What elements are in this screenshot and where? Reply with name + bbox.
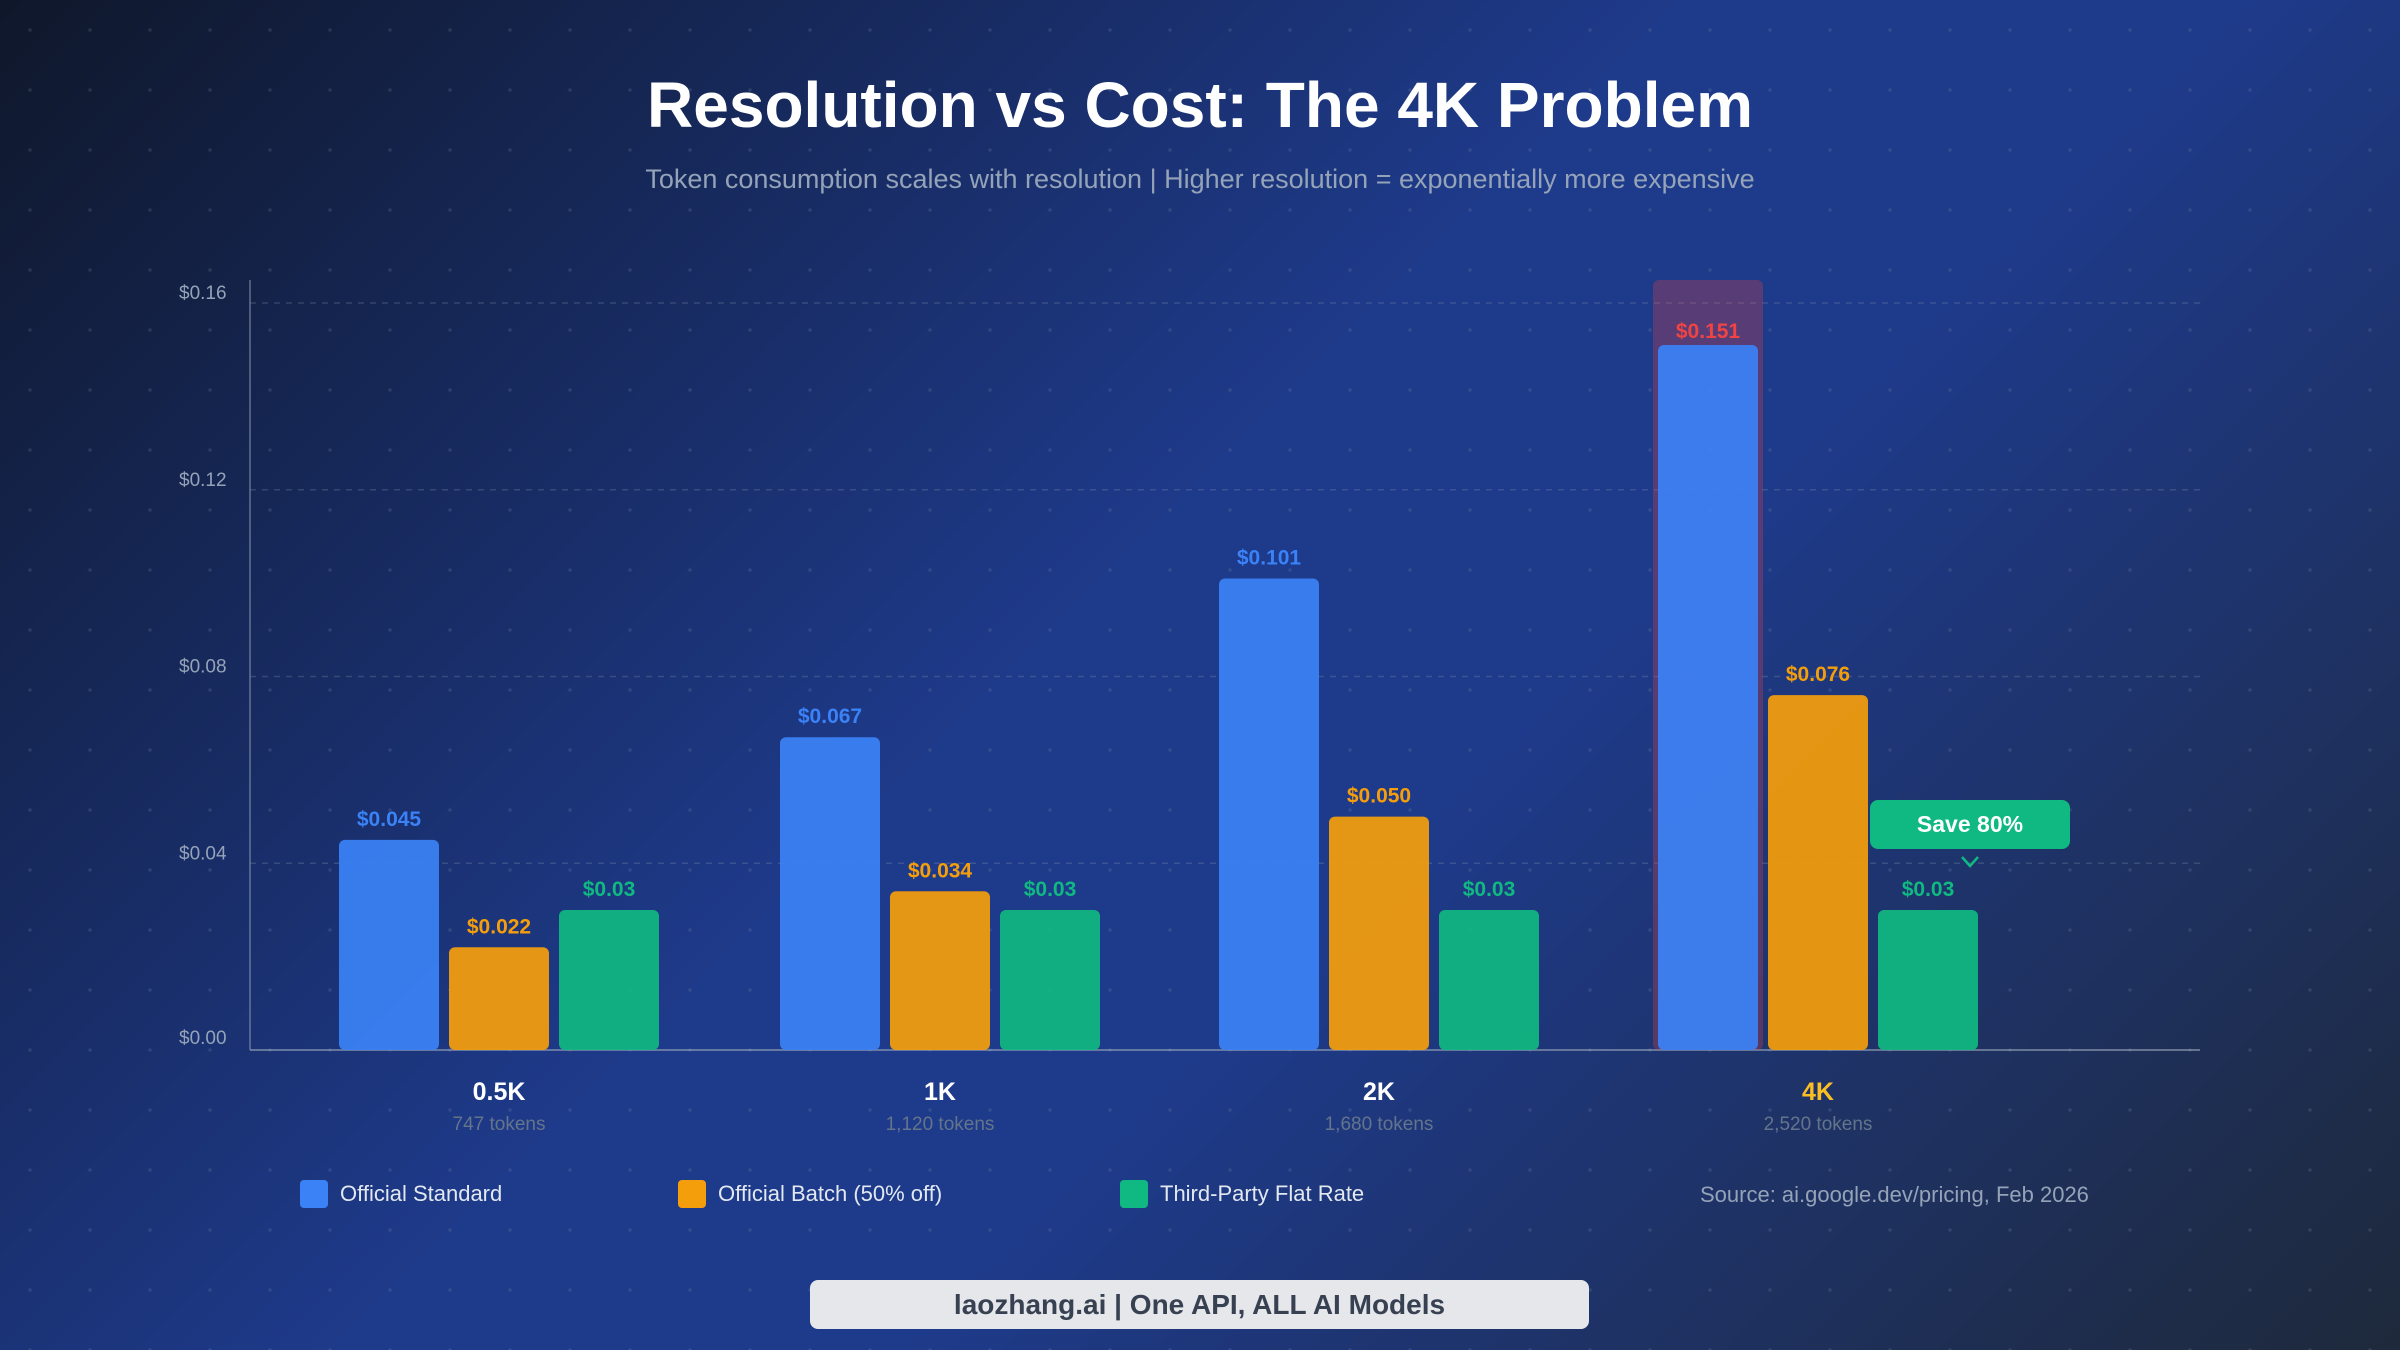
bar-official-standard-1K (780, 737, 880, 1050)
source-note: Source: ai.google.dev/pricing, Feb 2026 (1700, 1182, 2089, 1207)
bar-official-batch-50-off--4K (1768, 695, 1868, 1050)
bar-value-label: $0.067 (798, 705, 862, 728)
bar-value-label: $0.151 (1676, 320, 1741, 343)
legend-label: Third-Party Flat Rate (1160, 1181, 1365, 1206)
legend-swatch (678, 1180, 706, 1208)
legend-label: Official Standard (340, 1181, 503, 1206)
bar-value-label: $0.03 (583, 878, 636, 901)
y-tick-label: $0.00 (179, 1028, 227, 1049)
bar-official-standard-2K (1219, 578, 1319, 1050)
x-category-label: 0.5K (473, 1078, 526, 1106)
callout-arrow-icon (1961, 856, 1979, 868)
bar-third-party-flat-rate-2K (1439, 909, 1539, 1050)
bar-official-batch-50-off--2K (1329, 816, 1429, 1050)
bar-value-label: $0.03 (1902, 878, 1955, 901)
bar-value-label: $0.034 (908, 859, 973, 882)
bar-value-label: $0.076 (1786, 663, 1850, 686)
y-tick-label: $0.12 (179, 470, 227, 491)
bar-value-label: $0.050 (1347, 785, 1411, 808)
x-category-sublabel: 1,120 tokens (886, 1114, 995, 1135)
y-tick-label: $0.08 (179, 657, 227, 678)
y-tick-label: $0.16 (179, 283, 227, 304)
callout-badge (1870, 800, 2070, 849)
bar-official-standard-4K (1658, 345, 1758, 1050)
bar-third-party-flat-rate-4K (1878, 909, 1978, 1050)
bar-official-standard-0.5K (339, 839, 439, 1050)
bar-official-batch-50-off--0.5K (449, 947, 549, 1050)
legend-item-official-standard: Official Standard (300, 1180, 502, 1208)
x-category-sublabel: 1,680 tokens (1325, 1114, 1434, 1135)
legend-item-third-party: Third-Party Flat Rate (1120, 1180, 1364, 1208)
footer-banner: laozhang.ai | One API, ALL AI Models (810, 1280, 1589, 1329)
y-tick-label: $0.04 (179, 843, 227, 864)
legend-label: Official Batch (50% off) (718, 1181, 943, 1206)
x-category-sublabel: 747 tokens (453, 1114, 546, 1135)
bar-official-batch-50-off--1K (890, 891, 990, 1050)
x-category-label: 2K (1363, 1078, 1395, 1106)
legend-swatch (300, 1180, 328, 1208)
bar-value-label: $0.022 (467, 915, 531, 938)
bar-value-label: $0.03 (1463, 878, 1516, 901)
bar-value-label: $0.045 (357, 808, 422, 831)
x-category-label: 1K (924, 1078, 956, 1106)
legend-swatch (1120, 1180, 1148, 1208)
x-category-sublabel: 2,520 tokens (1764, 1114, 1873, 1135)
x-category-label: 4K (1802, 1078, 1834, 1106)
legend-item-official-batch: Official Batch (50% off) (678, 1180, 942, 1208)
callout-text: Save 80% (1917, 811, 2023, 837)
bar-value-label: $0.03 (1024, 878, 1077, 901)
chart-title: Resolution vs Cost: The 4K Problem (647, 69, 1753, 141)
bar-third-party-flat-rate-0.5K (559, 909, 659, 1050)
bar-value-label: $0.101 (1237, 546, 1302, 569)
bar-third-party-flat-rate-1K (1000, 909, 1100, 1050)
chart-subtitle: Token consumption scales with resolution… (645, 164, 1755, 194)
